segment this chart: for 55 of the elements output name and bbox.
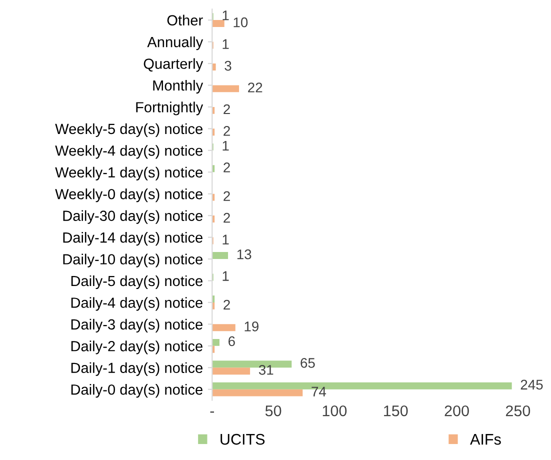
y-tick-label: Quarterly (144, 58, 204, 72)
data-label: 245 (520, 380, 543, 390)
data-label: 65 (300, 358, 315, 368)
data-label: 74 (312, 386, 326, 396)
legend-label: UCITS (220, 434, 265, 445)
data-label: 3 (224, 60, 232, 71)
data-label: 22 (248, 82, 262, 92)
x-tick-label: - (210, 411, 214, 413)
y-tick-label: Daily-10 day(s) notice (63, 254, 202, 268)
data-label: 10 (234, 17, 248, 28)
bar (212, 64, 216, 70)
x-tick-label: 100 (322, 405, 347, 416)
y-tick-label: Weekly-4 day(s) notice (55, 145, 202, 159)
data-label: 2 (224, 104, 230, 114)
legend-label: AIFs (470, 434, 501, 445)
data-label: 1 (222, 10, 229, 20)
bar (212, 324, 236, 332)
data-label: 31 (258, 364, 274, 375)
y-tick-label: Daily-0 day(s) notice (71, 384, 202, 398)
bar (212, 85, 240, 92)
data-label: 1 (222, 234, 229, 244)
data-label: 6 (228, 336, 235, 346)
bar (212, 368, 250, 375)
bar (212, 252, 228, 260)
y-tick-label: Daily-30 day(s) notice (63, 210, 202, 224)
data-label: 2 (224, 126, 230, 136)
y-tick-label: Daily-3 day(s) notice (71, 318, 202, 332)
data-label: 2 (224, 162, 230, 172)
y-tick-label: Annually (147, 36, 204, 50)
y-tick-label: Weekly-1 day(s) notice (55, 166, 202, 180)
y-tick-label: Daily-14 day(s) notice (63, 232, 202, 246)
y-tick-label: Daily-4 day(s) notice (71, 297, 202, 311)
bar (212, 338, 220, 346)
x-tick-label: 50 (265, 405, 282, 416)
data-label: 19 (244, 322, 258, 332)
y-tick-label: Daily-1 day(s) notice (71, 362, 202, 376)
bar (212, 20, 224, 28)
y-tick-label: Daily-5 day(s) notice (71, 275, 202, 290)
x-tick-label: 250 (506, 405, 530, 416)
data-label: 2 (224, 191, 230, 201)
data-label: 1 (222, 39, 229, 49)
x-tick-label: 150 (384, 405, 408, 416)
y-tick-label: Fortnightly (136, 102, 204, 116)
data-label: 1 (222, 140, 229, 151)
y-tick-label: Weekly-5 day(s) notice (55, 123, 202, 137)
y-tick-label: Daily-2 day(s) notice (71, 340, 202, 354)
data-label: 1 (222, 271, 229, 281)
x-tick-label: 200 (444, 405, 469, 416)
y-tick-label: Weekly-0 day(s) notice (55, 188, 202, 202)
y-tick-label: Other (167, 14, 203, 26)
bar (212, 389, 303, 396)
data-label: 2 (224, 212, 230, 223)
data-label: 2 (224, 300, 230, 310)
data-label: 13 (237, 249, 252, 260)
y-tick-label: Monthly (153, 80, 204, 94)
